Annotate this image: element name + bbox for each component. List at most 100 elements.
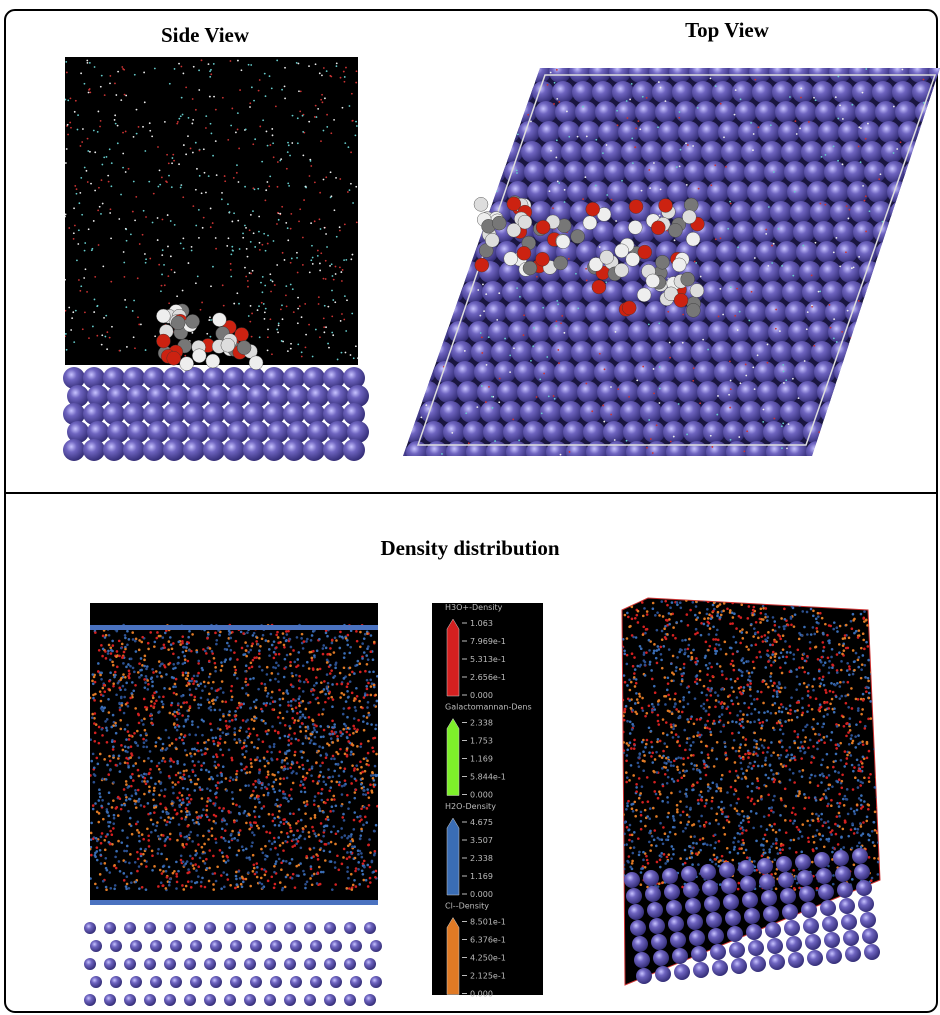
atom: [298, 90, 300, 92]
dot: [311, 883, 314, 886]
dot: [253, 864, 256, 867]
atom: [818, 431, 820, 433]
atom: [333, 279, 335, 281]
sphere: [481, 141, 503, 163]
dot: [863, 648, 866, 651]
dot: [210, 687, 213, 690]
dot: [634, 617, 637, 620]
atom: [418, 243, 420, 245]
atom: [355, 345, 357, 347]
dot: [249, 858, 252, 861]
dot: [118, 640, 121, 643]
dot: [164, 632, 167, 635]
dot: [175, 748, 178, 751]
dot: [646, 613, 649, 616]
sphere: [290, 976, 302, 988]
dot: [244, 810, 247, 813]
atom: [642, 96, 644, 98]
atom: [65, 61, 67, 63]
atom: [290, 343, 292, 345]
dot: [287, 735, 290, 738]
dot: [275, 778, 278, 781]
atom: [324, 227, 326, 229]
sphere: [618, 121, 640, 143]
dot: [245, 766, 248, 769]
sphere: [759, 261, 781, 283]
dot: [652, 652, 655, 655]
sphere: [620, 401, 642, 423]
dot: [114, 856, 117, 859]
dot: [348, 801, 351, 804]
dot: [271, 691, 274, 694]
atom: [209, 96, 211, 98]
atom: [248, 64, 250, 66]
dot: [138, 649, 141, 652]
atom: [123, 262, 125, 264]
side-view-box: [65, 57, 358, 365]
dot: [315, 853, 318, 856]
sphere: [517, 381, 539, 403]
dot: [224, 701, 227, 704]
dot: [208, 693, 211, 696]
atom: [332, 299, 334, 301]
dot: [94, 883, 97, 886]
dot: [105, 634, 108, 637]
atom: [97, 111, 99, 113]
sphere: [702, 281, 724, 303]
atom: [893, 106, 895, 108]
dot: [251, 645, 254, 648]
dot: [709, 645, 712, 648]
dot: [325, 754, 328, 757]
dot: [333, 651, 336, 654]
dot: [92, 673, 95, 676]
atom: [728, 394, 730, 396]
dot: [304, 812, 307, 815]
atom: [79, 192, 81, 194]
dot: [273, 837, 276, 840]
dot: [258, 815, 261, 818]
dot: [781, 725, 784, 728]
dot: [123, 850, 126, 853]
dot: [287, 800, 290, 803]
atom: [785, 379, 787, 381]
mol-atom: [192, 349, 206, 363]
mol-atom: [682, 210, 696, 224]
page: Side View Top View Density distribution …: [0, 0, 940, 1015]
dot: [359, 850, 362, 853]
atom: [927, 395, 929, 397]
dot: [292, 812, 295, 815]
atom: [468, 442, 470, 444]
dot: [197, 660, 200, 663]
dot: [318, 774, 321, 777]
atom: [468, 97, 470, 99]
dot: [274, 863, 277, 866]
atom: [144, 253, 146, 255]
dot: [129, 665, 132, 668]
dot: [874, 612, 877, 615]
dot: [369, 866, 372, 869]
atom: [541, 412, 543, 414]
atom: [653, 368, 655, 370]
atom: [236, 292, 238, 294]
atom: [267, 349, 269, 351]
dot: [170, 643, 173, 646]
dot: [151, 854, 154, 857]
dot: [93, 781, 96, 784]
dot: [264, 722, 267, 725]
dot: [264, 874, 267, 877]
dot: [144, 681, 147, 684]
atom: [659, 366, 661, 368]
dot: [103, 684, 106, 687]
atom: [317, 108, 319, 110]
dot: [269, 702, 272, 705]
sphere: [657, 381, 679, 403]
atom: [516, 169, 518, 171]
sphere: [891, 341, 913, 363]
atom: [325, 326, 327, 328]
dot: [852, 770, 855, 773]
atom: [271, 128, 273, 130]
sphere: [883, 421, 905, 443]
atom: [648, 169, 650, 171]
dot: [656, 629, 659, 632]
atom: [224, 175, 226, 177]
